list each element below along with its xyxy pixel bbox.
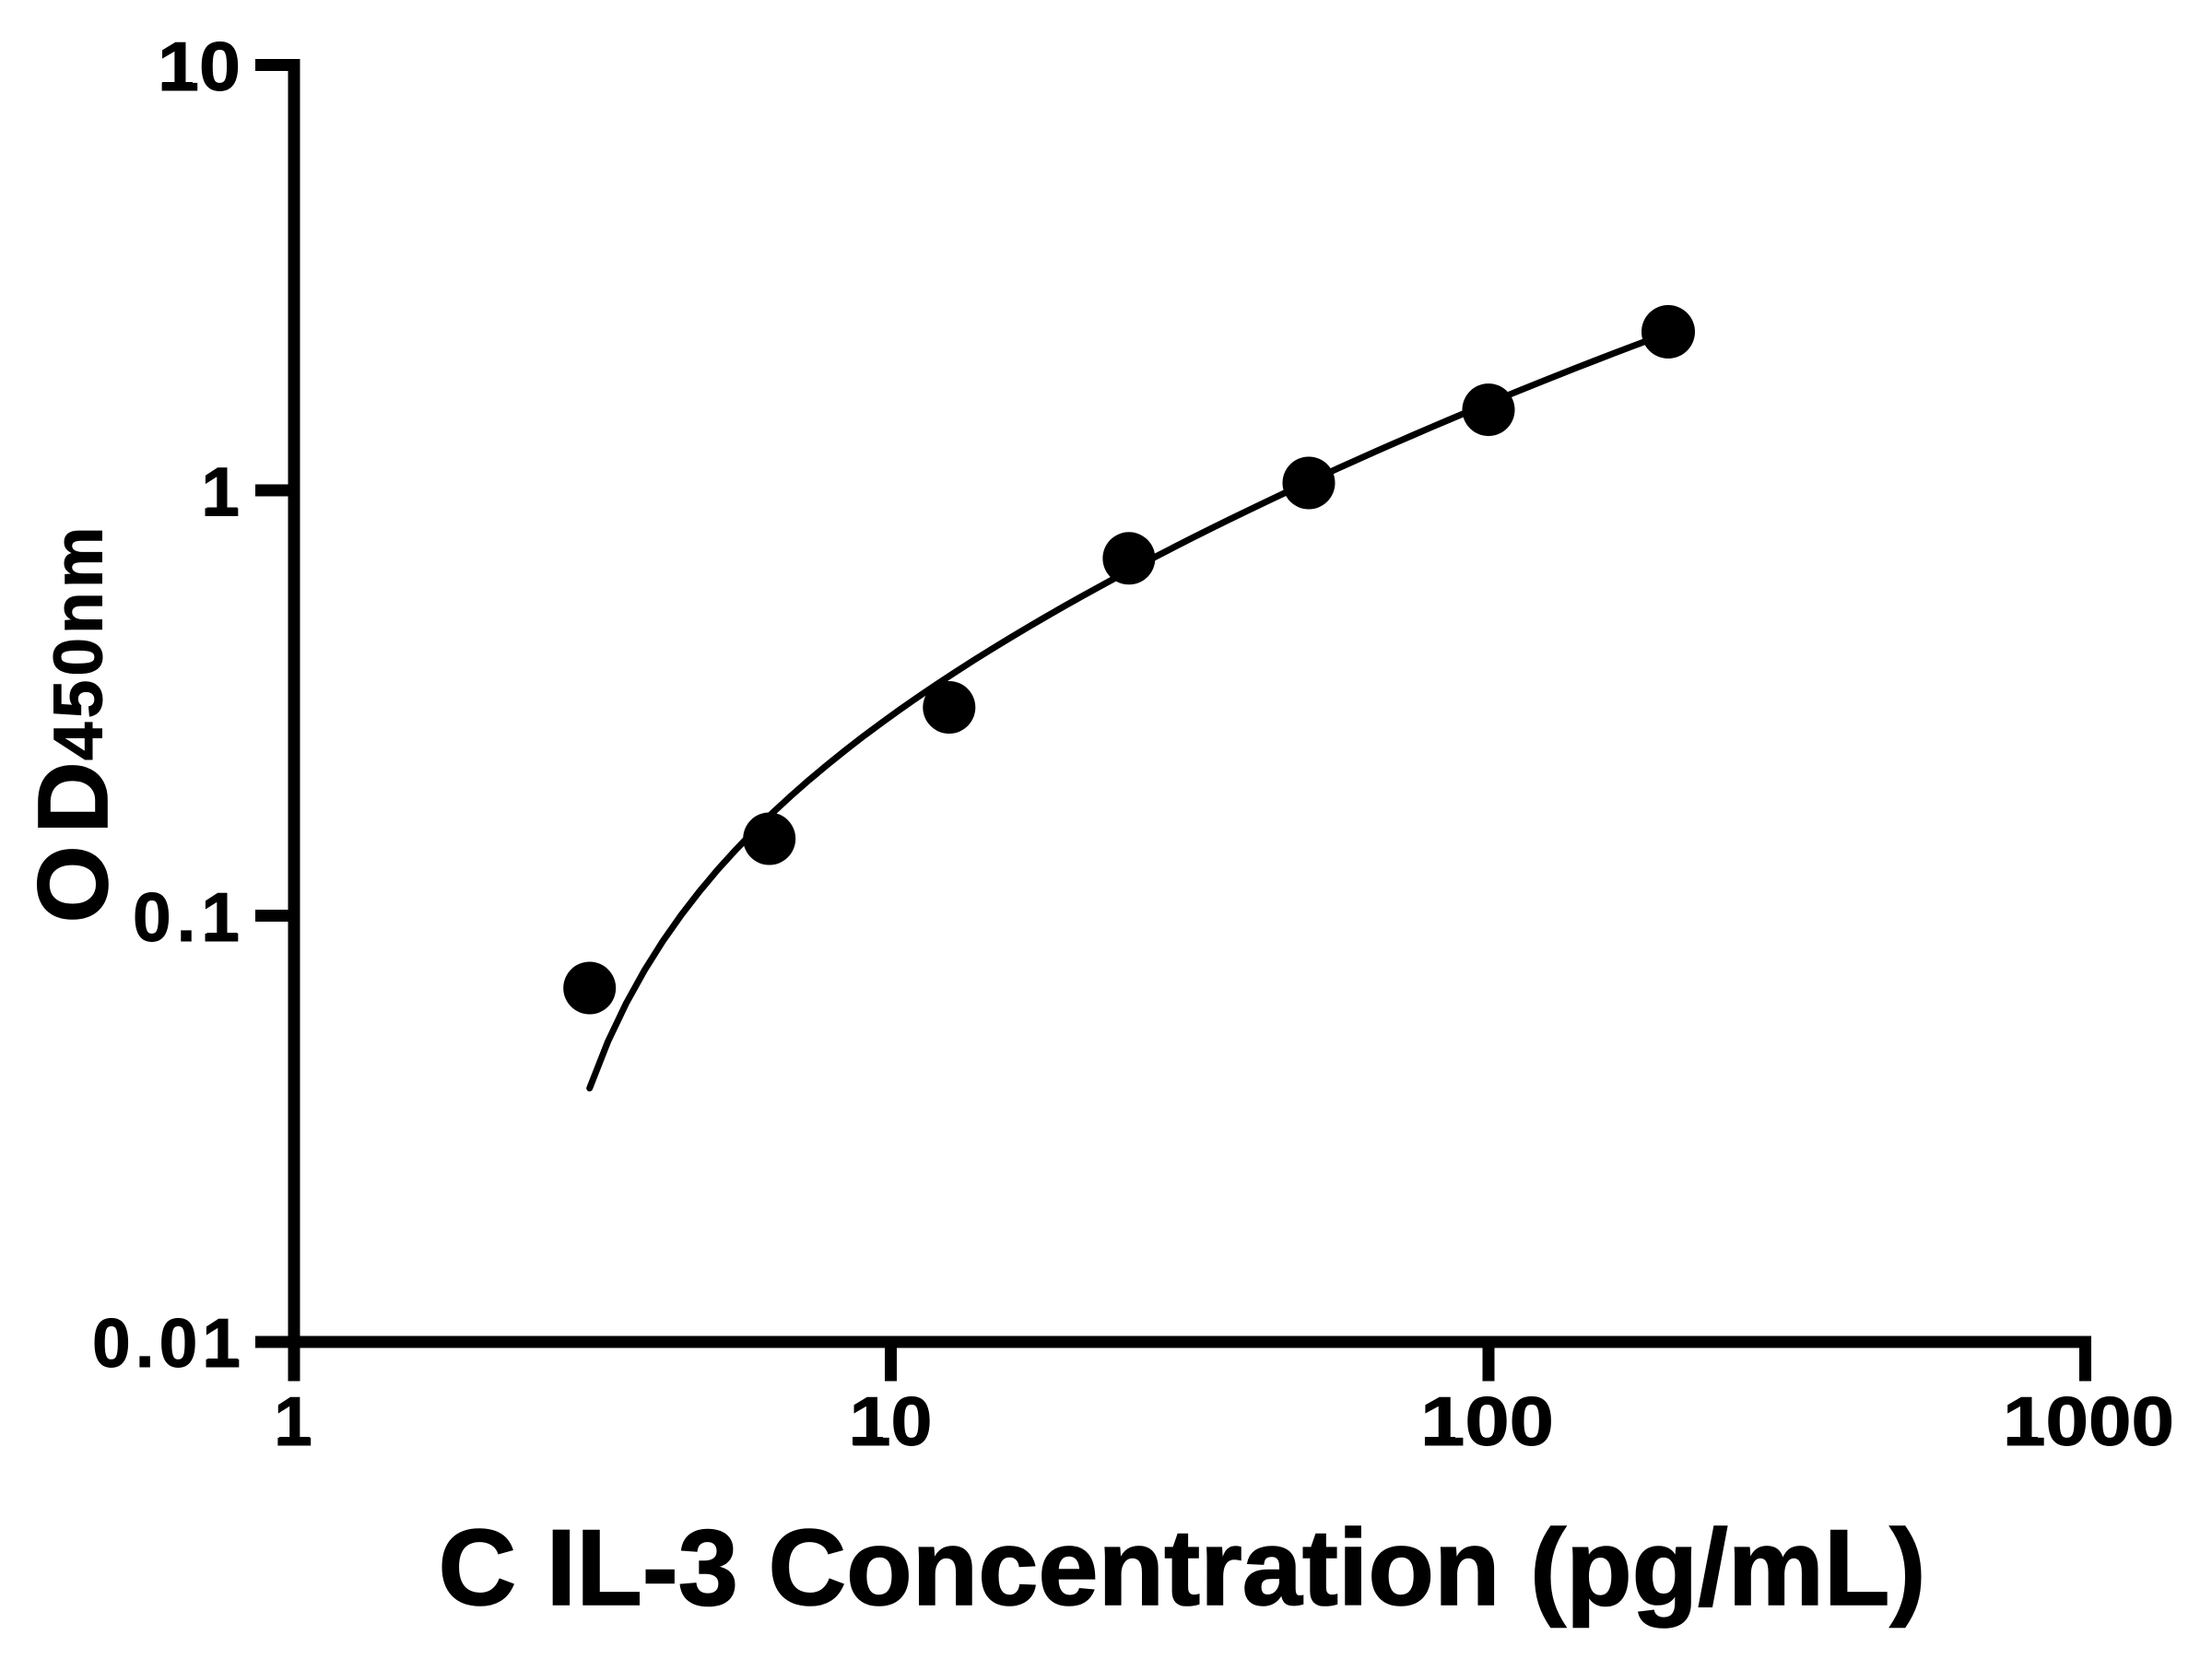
svg-text:1000: 1000 <box>2003 1382 2174 1460</box>
svg-text:1: 1 <box>274 1382 312 1460</box>
svg-text:C IL-3 Concentration (pg/mL): C IL-3 Concentration (pg/mL) <box>439 1507 1926 1628</box>
svg-text:10: 10 <box>850 1382 933 1460</box>
svg-text:0.1: 0.1 <box>133 878 240 956</box>
svg-text:1: 1 <box>201 453 240 531</box>
svg-text:OD: OD <box>17 749 128 923</box>
svg-text:0.01: 0.01 <box>92 1304 241 1382</box>
svg-text:10: 10 <box>158 28 241 105</box>
svg-text:450nm: 450nm <box>39 523 116 760</box>
svg-text:100: 100 <box>1420 1382 1554 1460</box>
